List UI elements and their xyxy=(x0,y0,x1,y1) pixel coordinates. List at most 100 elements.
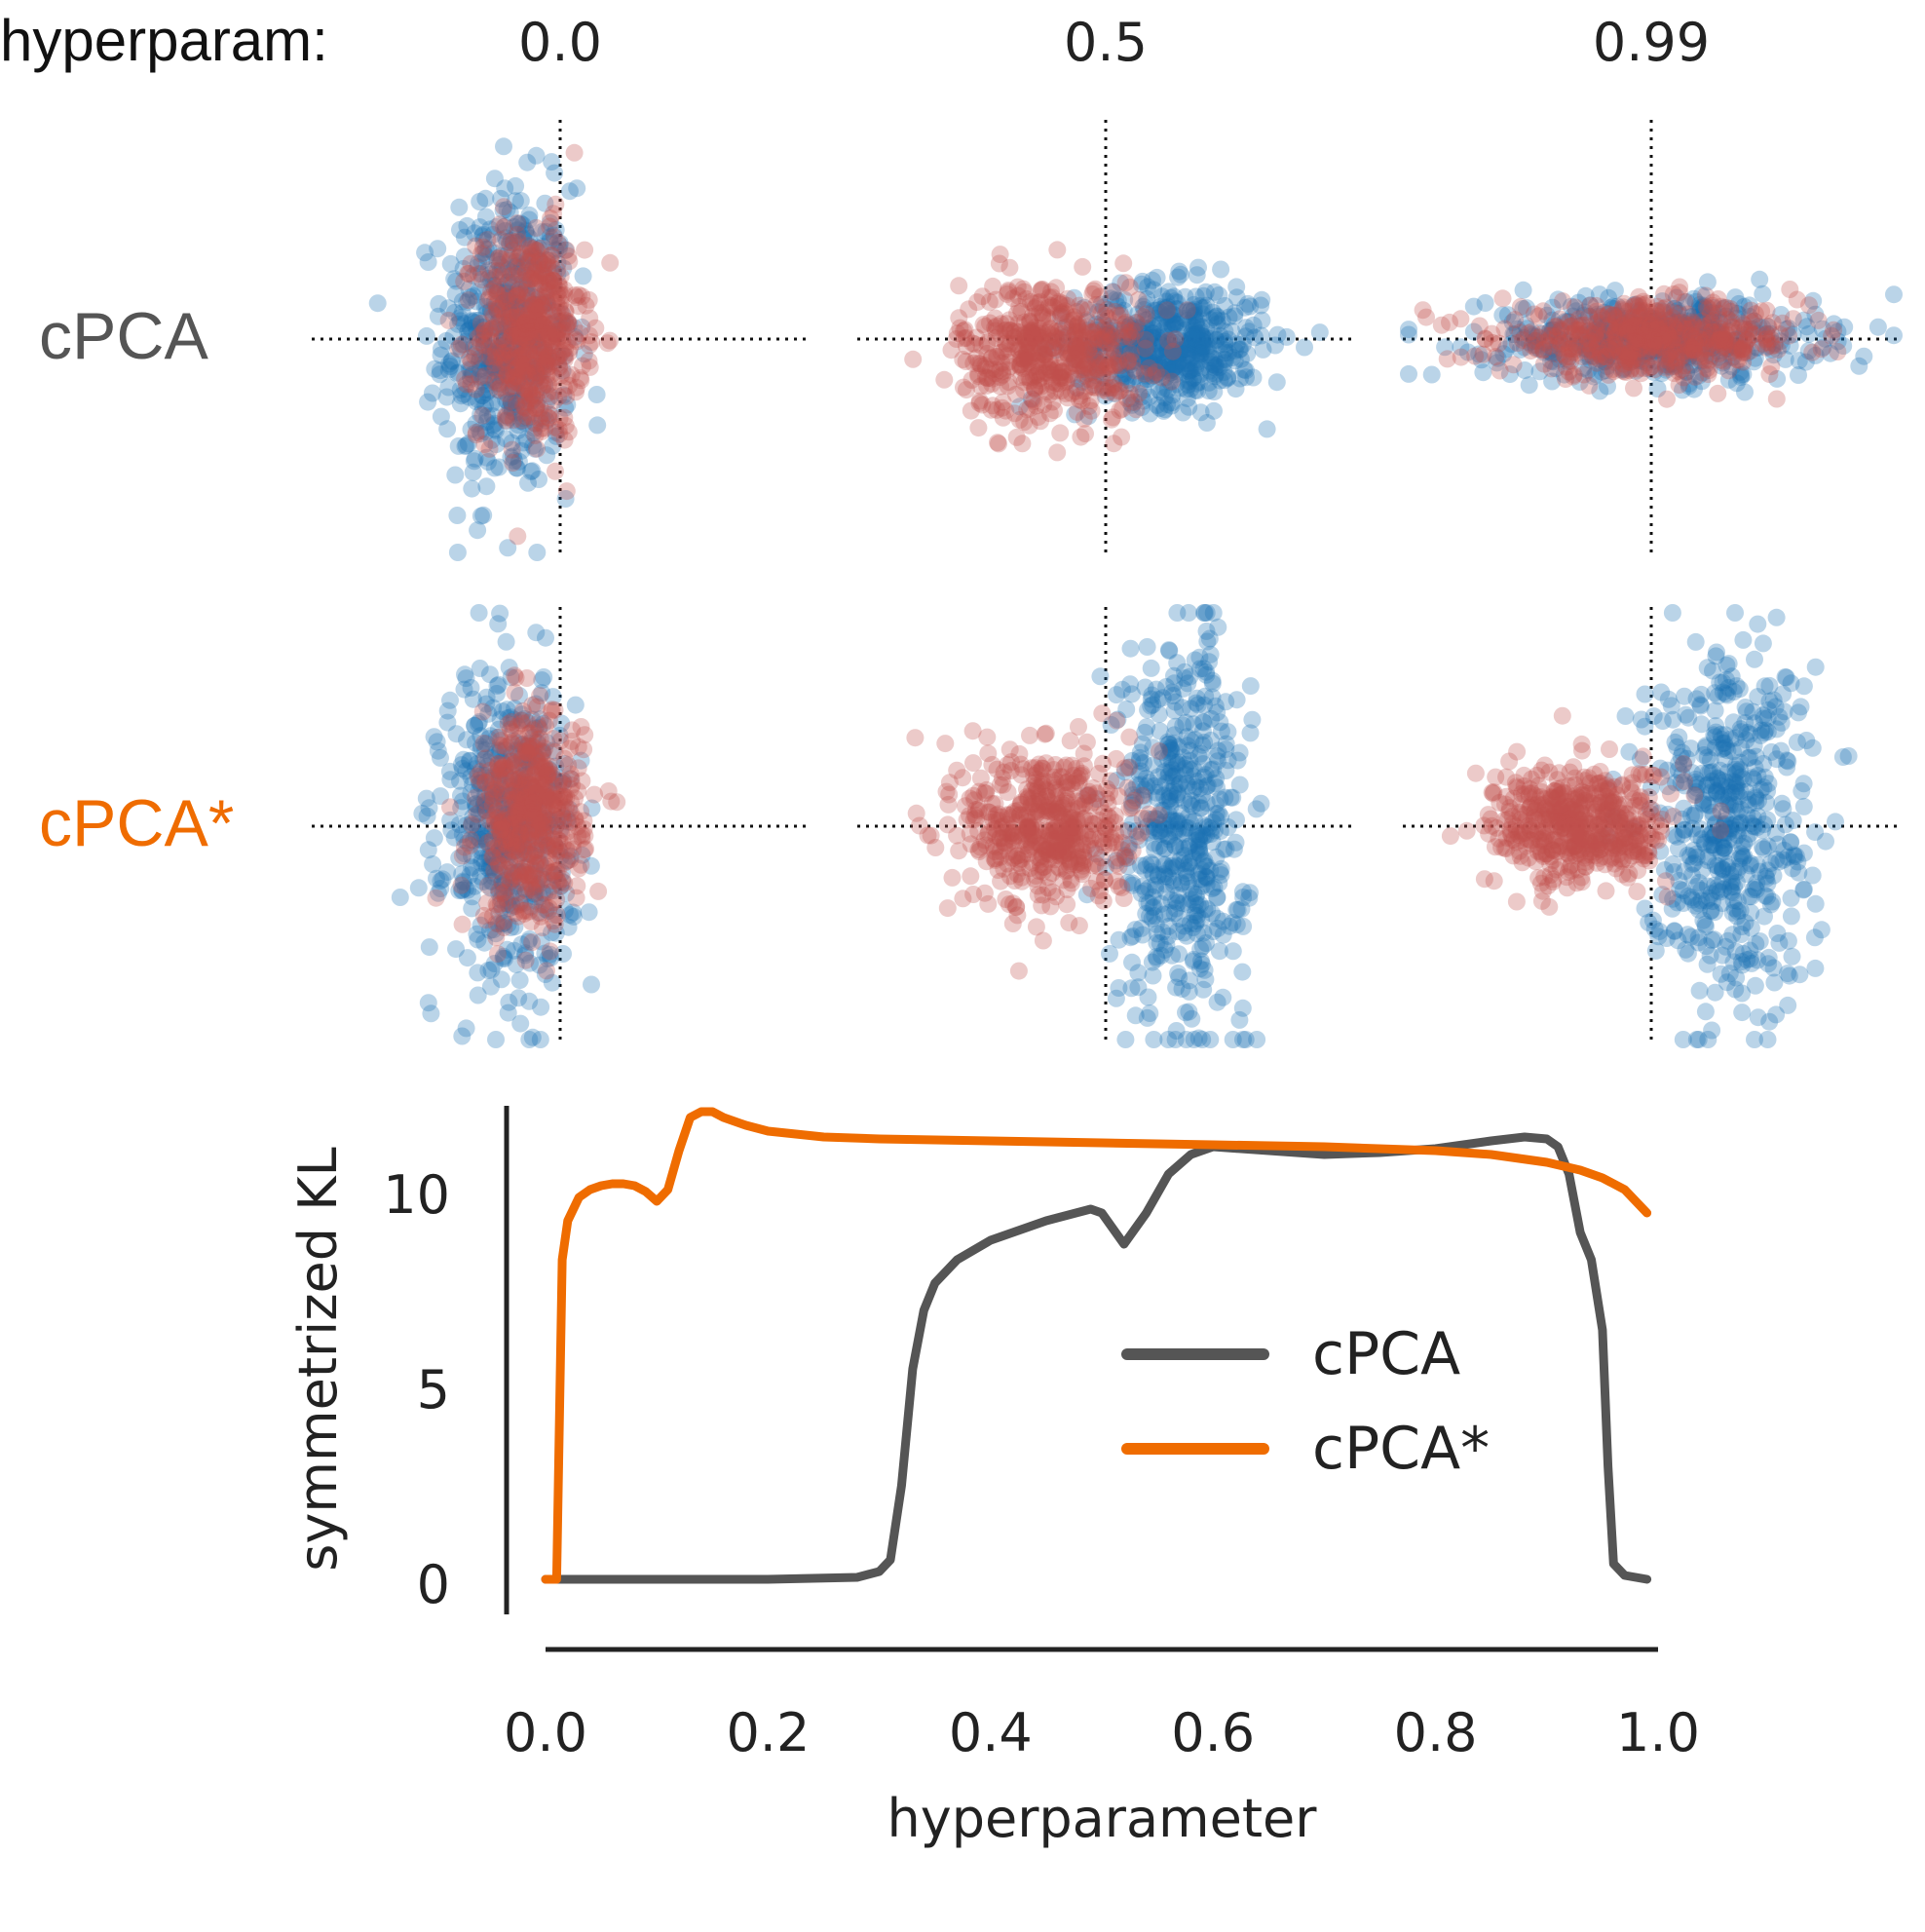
scatter-point xyxy=(1800,296,1818,315)
scatter-point xyxy=(1696,286,1715,305)
scatter-point xyxy=(480,322,499,340)
scatter-point xyxy=(1198,899,1217,918)
scatter-point xyxy=(489,675,508,694)
scatter-point xyxy=(497,356,515,374)
scatter-point xyxy=(481,326,500,345)
scatter-point xyxy=(520,206,539,224)
scatter-point xyxy=(508,295,526,314)
scatter-point xyxy=(503,434,521,452)
scatter-point xyxy=(1119,323,1138,342)
scatter-point xyxy=(1216,788,1234,807)
scatter-point xyxy=(555,311,574,329)
scatter-point xyxy=(453,292,472,311)
scatter-point xyxy=(474,231,493,249)
scatter-point xyxy=(523,244,542,262)
scatter-point xyxy=(1138,1008,1156,1027)
scatter-point xyxy=(509,259,527,278)
scatter-point xyxy=(522,329,541,348)
scatter-point xyxy=(519,322,538,341)
scatter-point xyxy=(505,377,523,396)
scatter-point xyxy=(459,353,477,371)
scatter-point xyxy=(547,220,565,239)
scatter-point xyxy=(1514,281,1532,299)
scatter-point xyxy=(1736,336,1755,355)
scatter-point xyxy=(494,294,512,312)
scatter-point xyxy=(516,383,535,400)
scatter-point xyxy=(1096,353,1113,371)
scatter-point xyxy=(451,309,469,327)
scatter-point xyxy=(503,440,521,459)
scatter-point xyxy=(1116,274,1135,292)
scatter-point xyxy=(491,382,510,399)
scatter-point xyxy=(455,315,473,333)
scatter-point xyxy=(1211,822,1229,841)
scatter-point xyxy=(542,209,560,228)
scatter-point xyxy=(509,416,527,435)
scatter-point xyxy=(538,294,556,313)
scatter-point xyxy=(543,153,561,171)
scatter-point xyxy=(451,395,470,413)
scatter-point xyxy=(468,805,486,823)
scatter-point xyxy=(475,322,494,340)
scatter-point xyxy=(419,253,437,271)
scatter-point xyxy=(529,321,547,339)
scatter-point xyxy=(500,344,518,362)
scatter-point xyxy=(960,300,978,319)
scatter-point xyxy=(498,365,515,384)
scatter-point xyxy=(431,365,449,384)
scatter-point xyxy=(493,336,511,355)
scatter-point xyxy=(544,342,562,360)
scatter-point xyxy=(472,405,490,424)
scatter-point xyxy=(545,228,563,246)
scatter-point xyxy=(1135,364,1153,383)
column-label-2: 0.99 xyxy=(1593,12,1710,73)
scatter-point xyxy=(368,294,387,313)
scatter-point xyxy=(479,240,498,258)
scatter-panels xyxy=(312,120,1903,1048)
column-label-0: 0.0 xyxy=(518,12,602,73)
scatter-point xyxy=(508,459,525,477)
scatter-point xyxy=(520,390,539,407)
scatter-point xyxy=(1201,353,1220,371)
scatter-point xyxy=(504,379,522,397)
scatter-point xyxy=(1493,289,1512,308)
scatter-point xyxy=(1188,266,1206,284)
scatter-point xyxy=(494,343,512,360)
scatter-point xyxy=(554,386,573,404)
scatter-point xyxy=(521,317,540,335)
scatter-point xyxy=(456,369,474,388)
scatter-point xyxy=(1105,435,1123,453)
scatter-point xyxy=(500,408,518,427)
scatter-point xyxy=(516,283,535,301)
scatter-point xyxy=(485,414,504,433)
scatter-point xyxy=(501,236,519,254)
scatter-point xyxy=(450,337,469,356)
scatter-point xyxy=(466,449,484,468)
scatter-point xyxy=(527,362,546,381)
scatter-point xyxy=(573,318,591,336)
scatter-point xyxy=(476,189,495,208)
scatter-point xyxy=(492,344,510,362)
scatter-point xyxy=(500,308,518,326)
scatter-point xyxy=(445,303,464,322)
scatter-point xyxy=(523,462,542,480)
scatter-point xyxy=(507,252,525,271)
scatter-point xyxy=(558,396,577,414)
scatter-point xyxy=(501,366,519,385)
scatter-point xyxy=(511,404,530,423)
scatter-point xyxy=(447,272,466,290)
scatter-point xyxy=(417,326,435,345)
scatter-point xyxy=(498,412,516,431)
scatter-point xyxy=(1868,318,1887,336)
scatter-point xyxy=(490,299,509,318)
scatter-point xyxy=(519,474,537,492)
scatter-point xyxy=(507,176,525,195)
scatter-point xyxy=(1168,923,1187,941)
scatter-point xyxy=(517,431,536,448)
scatter-point xyxy=(485,354,504,372)
scatter-point xyxy=(477,298,496,317)
scatter-point xyxy=(441,771,460,789)
scatter-point xyxy=(529,336,547,355)
scatter-point xyxy=(566,327,585,346)
scatter-point xyxy=(539,297,557,316)
